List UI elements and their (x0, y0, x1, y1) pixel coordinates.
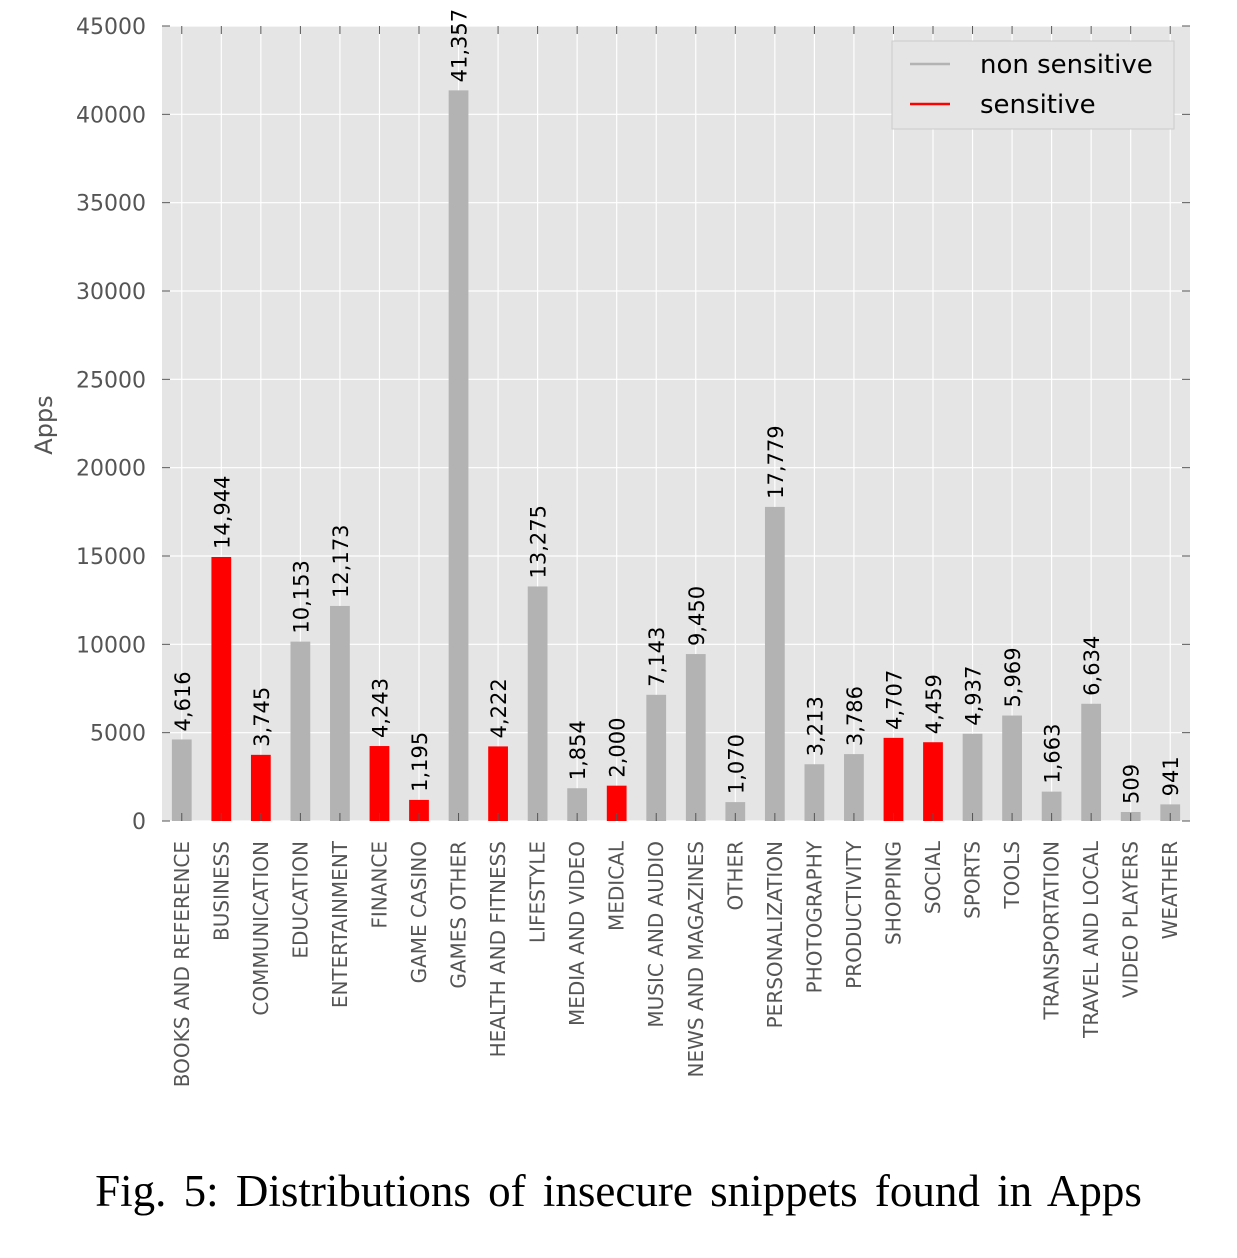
category-label: WEATHER (1158, 841, 1182, 939)
bar-value-label: 13,275 (527, 505, 551, 578)
category-label: SOCIAL (921, 840, 945, 914)
legend-label: sensitive (980, 90, 1096, 120)
bar (844, 754, 864, 821)
category-label: TRAVEL AND LOCAL (1079, 840, 1103, 1039)
bar-value-label: 17,779 (764, 425, 788, 498)
bar (290, 641, 311, 821)
bar-value-label: 4,243 (368, 678, 392, 738)
bar-value-label: 509 (1120, 764, 1144, 804)
bar-value-label: 7,143 (645, 627, 669, 687)
bars (171, 90, 1181, 821)
axis-ticks (162, 25, 1190, 822)
bar (725, 802, 746, 821)
bar-chart: 0 5000 10000 15000 20000 25000 30000 35000 40000… (30, 9, 1190, 1087)
category-label: PRODUCTIVITY (842, 840, 866, 989)
bar (488, 746, 508, 821)
category-label: EDUCATION (288, 841, 312, 959)
category-label: BUSINESS (209, 841, 233, 941)
bar-value-label: 941 (1159, 756, 1183, 796)
category-label: HEALTH AND FITNESS (486, 841, 510, 1057)
category-label: FINANCE (367, 841, 391, 929)
plot-background (162, 26, 1190, 821)
bar-value-label: 3,786 (843, 686, 867, 746)
bar-value-label: 4,616 (171, 671, 195, 731)
category-label: GAMES OTHER (447, 841, 471, 989)
y-tick-label: 35000 (76, 192, 146, 217)
bar-value-label: 41,357 (448, 9, 472, 82)
bar-value-label: 12,173 (329, 524, 353, 597)
bar (330, 605, 350, 821)
bar-value-label: 4,937 (962, 666, 986, 726)
figure-caption: Fig. 5: Distributions of insecure snippe… (95, 1166, 1142, 1216)
y-tick-label: 15000 (76, 545, 146, 570)
y-axis-title: Apps (30, 395, 58, 454)
category-label: TOOLS (1000, 841, 1024, 910)
category-label: VIDEO PLAYERS (1119, 841, 1143, 998)
y-tick-label: 45000 (76, 15, 146, 40)
category-label: ENTERTAINMENT (328, 840, 352, 1008)
bar-value-label: 3,745 (250, 687, 274, 747)
category-label: OTHER (723, 841, 747, 911)
bar (527, 586, 548, 821)
bar (1160, 804, 1181, 821)
bar-value-label: 4,459 (922, 674, 946, 734)
category-label: GAME CASINO (407, 841, 431, 983)
bar-value-label: 1,854 (566, 720, 590, 780)
category-label: MEDICAL (605, 840, 629, 931)
y-tick-label: 25000 (76, 368, 146, 393)
bar (606, 785, 627, 821)
bar-value-label: 4,707 (882, 670, 906, 730)
bar (883, 737, 904, 821)
labels: 0 5000 10000 15000 20000 25000 30000 35000 40000… (76, 9, 1183, 1087)
category-label: LIFESTYLE (526, 841, 550, 943)
legend-frame (891, 40, 1175, 130)
bar (211, 556, 232, 821)
bar (1041, 791, 1062, 821)
bar-value-label: 3,213 (803, 696, 827, 756)
bar (1081, 703, 1102, 821)
bar-value-label: 14,944 (210, 476, 234, 549)
bar-value-label: 2,000 (606, 718, 630, 778)
category-label: SHOPPING (881, 841, 905, 945)
y-tick-label: 10000 (76, 633, 146, 658)
legend: non sensitive sensitive (891, 40, 1175, 130)
category-label: PHOTOGRAPHY (802, 840, 826, 993)
bar-value-label: 5,969 (1001, 647, 1025, 707)
bar (409, 799, 429, 821)
bar (685, 654, 706, 821)
bar (448, 90, 469, 821)
bar-value-label: 6,634 (1080, 636, 1104, 696)
category-label: TRANSPORTATION (1040, 841, 1064, 1021)
category-label: MUSIC AND AUDIO (644, 841, 668, 1028)
bar (1002, 715, 1022, 821)
bar-value-label: 1,070 (724, 734, 748, 794)
bar (369, 746, 390, 821)
bar-value-label: 4,222 (487, 678, 511, 738)
category-label: PERSONALIZATION (763, 841, 787, 1028)
bar (646, 694, 667, 821)
bar-value-label: 1,195 (408, 732, 432, 792)
category-label: MEDIA AND VIDEO (565, 841, 589, 1026)
category-label: COMMUNICATION (249, 841, 273, 1016)
bar (923, 742, 943, 821)
y-tick-label: 40000 (76, 103, 146, 128)
bar-value-label: 1,663 (1041, 723, 1065, 783)
bar (171, 739, 192, 821)
y-tick-label: 20000 (76, 457, 146, 482)
category-label: NEWS AND MAGAZINES (684, 841, 708, 1077)
legend-label: non sensitive (980, 50, 1153, 80)
bar (804, 764, 825, 821)
y-tick-label: 5000 (90, 722, 146, 747)
y-tick-label: 0 (132, 810, 146, 835)
y-tick-label: 30000 (76, 280, 146, 305)
bar (764, 506, 785, 821)
bar (962, 733, 983, 821)
bar (250, 754, 271, 821)
bar-value-label: 10,153 (289, 560, 313, 633)
category-label: SPORTS (961, 841, 985, 919)
category-label: BOOKS AND REFERENCE (170, 841, 194, 1087)
bar-value-label: 9,450 (685, 586, 709, 646)
bar (567, 788, 588, 821)
